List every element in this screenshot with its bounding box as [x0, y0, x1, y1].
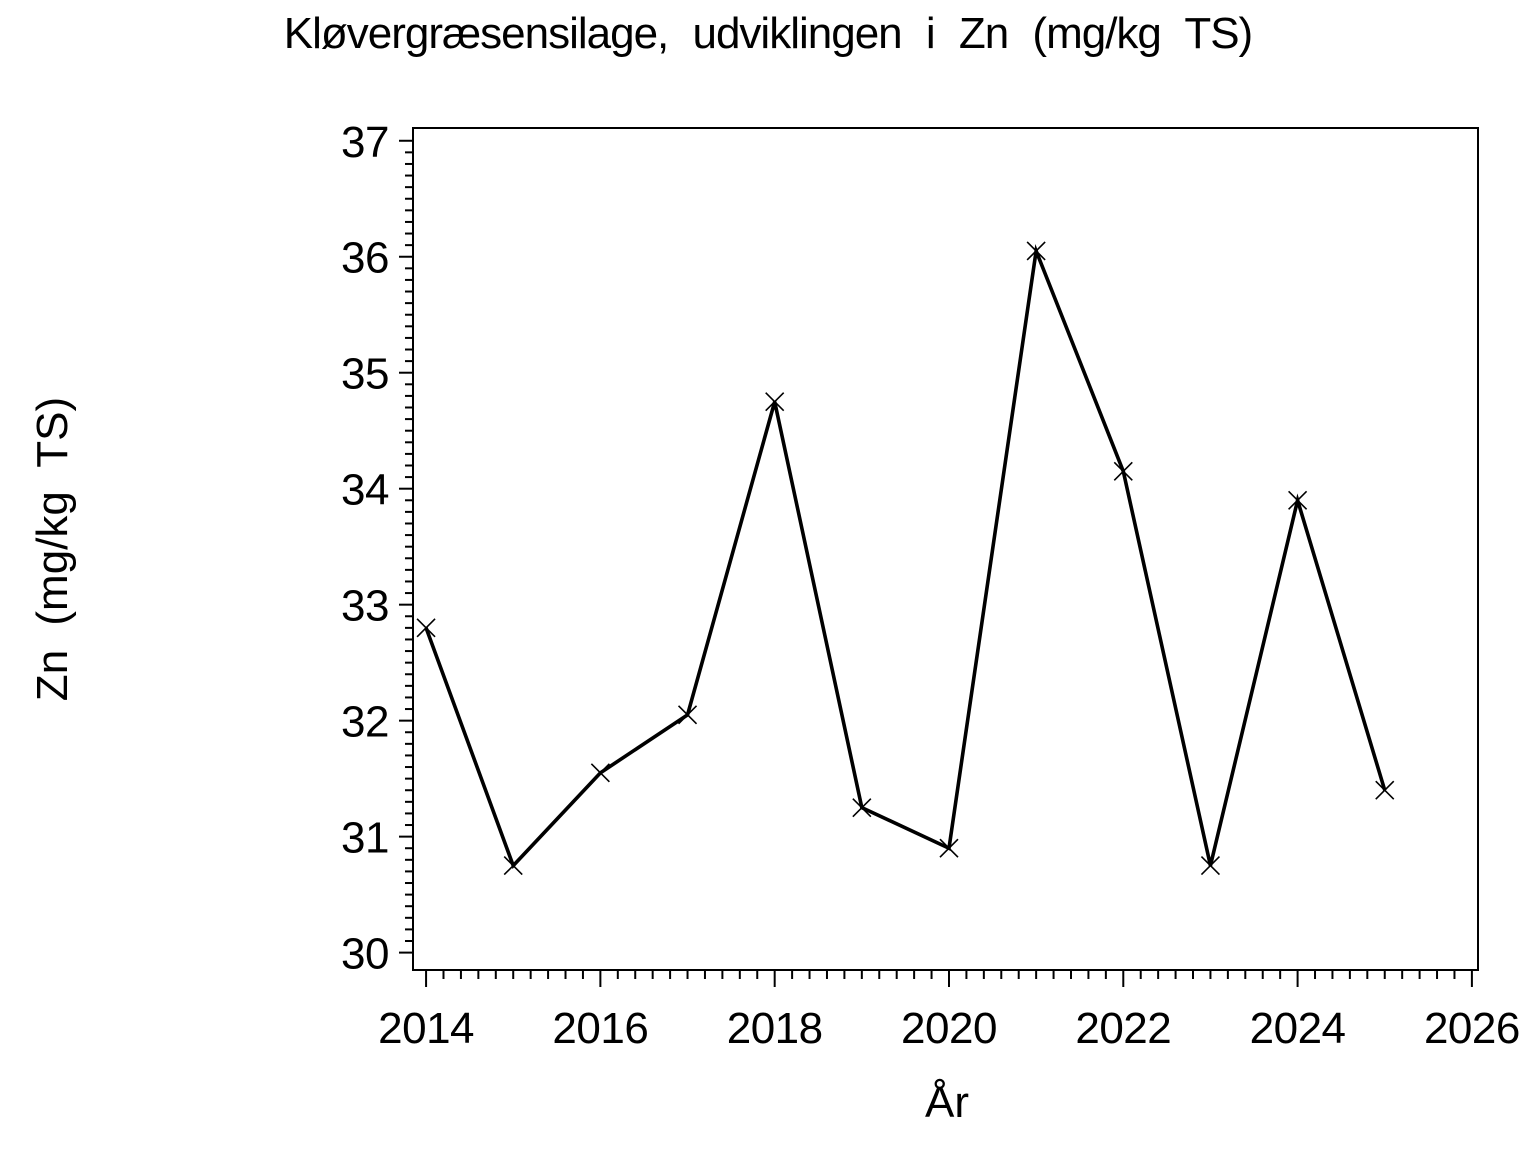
y-tick-label: 35 — [341, 350, 389, 399]
data-point-marker — [416, 618, 436, 638]
data-point-marker — [1113, 461, 1133, 481]
data-point-marker — [1026, 241, 1046, 261]
data-point-marker — [852, 798, 872, 818]
data-line — [424, 244, 1387, 869]
y-tick-label: 33 — [341, 582, 389, 631]
x-marker-stroke — [1375, 780, 1395, 800]
x-marker-stroke — [1113, 461, 1133, 481]
x-tick-label: 2016 — [552, 1004, 648, 1053]
x-marker-stroke — [939, 838, 959, 858]
plot-frame — [412, 127, 1479, 971]
data-point-marker — [765, 392, 785, 412]
data-point-marker — [590, 763, 610, 783]
data-point-marker — [677, 705, 698, 725]
x-tick-label: 2024 — [1250, 1004, 1346, 1053]
x-tick-label: 2026 — [1424, 1004, 1520, 1053]
y-tick-label: 36 — [341, 234, 389, 283]
y-tick-label: 30 — [341, 930, 389, 979]
chart-title: Kløvergræsensilage, udviklingen i Zn (mg… — [283, 9, 1253, 58]
data-point-marker — [503, 856, 523, 876]
x-axis-label: År — [925, 1078, 969, 1127]
y-tick-label: 37 — [341, 118, 389, 167]
x-marker-stroke — [1026, 241, 1046, 261]
data-point-marker — [1200, 856, 1221, 876]
data-point-marker — [939, 838, 959, 858]
data-point-marker — [1288, 490, 1308, 510]
x-marker-stroke — [590, 763, 610, 783]
y-tick-label: 32 — [341, 698, 389, 747]
x-marker-stroke — [416, 618, 436, 638]
x-marker-stroke — [503, 856, 523, 876]
x-marker-stroke — [1200, 856, 1221, 876]
data-point-marker — [1375, 780, 1395, 800]
x-tick-label: 2022 — [1075, 1004, 1171, 1053]
x-marker-stroke — [852, 798, 872, 818]
x-tick-label: 2018 — [727, 1004, 823, 1053]
x-marker-stroke — [1288, 490, 1308, 510]
y-tick-label: 34 — [341, 466, 389, 515]
x-marker-stroke — [765, 392, 785, 412]
x-marker-stroke — [677, 705, 698, 725]
x-tick-label: 2014 — [378, 1004, 474, 1053]
y-tick-label: 31 — [341, 814, 389, 863]
x-tick-label: 2020 — [901, 1004, 997, 1053]
